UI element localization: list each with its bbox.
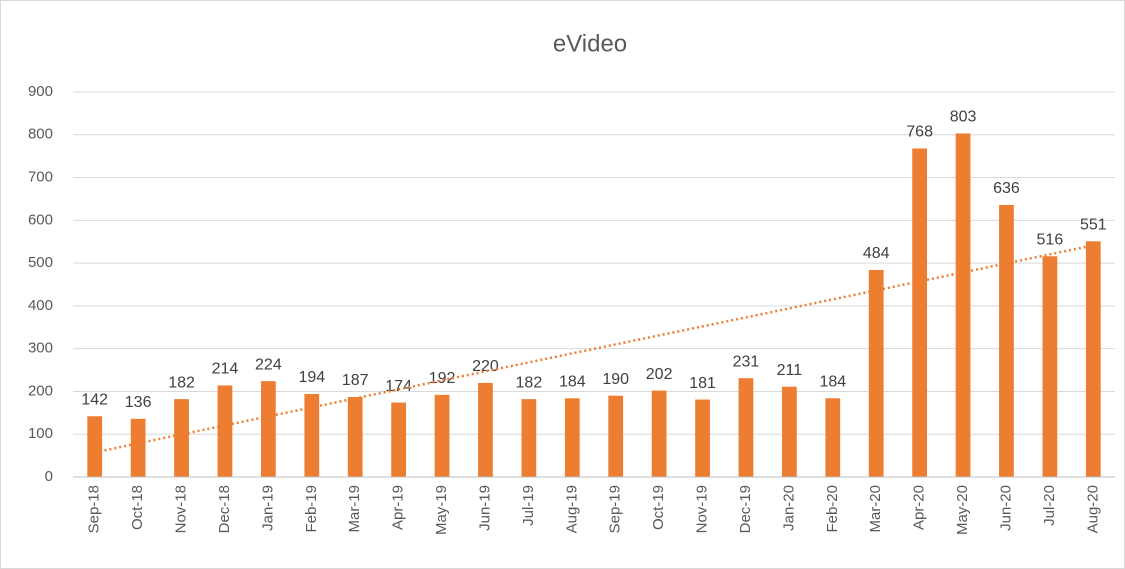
data-label: 187	[342, 372, 369, 389]
x-tick-label: Mar-19	[346, 485, 363, 533]
x-tick-label: Apr-19	[390, 485, 407, 530]
data-label: 142	[81, 391, 108, 408]
data-label: 202	[646, 366, 673, 383]
data-label: 182	[516, 374, 543, 391]
data-label: 551	[1080, 217, 1107, 234]
bar	[1085, 241, 1101, 477]
y-tick-label: 700	[28, 169, 53, 186]
bar	[87, 416, 103, 477]
bar	[521, 399, 537, 477]
bar	[781, 386, 797, 477]
bar	[260, 381, 276, 477]
x-tick-label: Apr-20	[911, 485, 928, 530]
x-tick-label: Jan-19	[259, 485, 276, 531]
x-tick-label: Nov-18	[173, 485, 190, 533]
x-tick-label: Nov-19	[694, 485, 711, 533]
x-tick-label: Aug-19	[563, 485, 580, 533]
bar	[217, 385, 233, 477]
x-tick-label: Sep-18	[86, 485, 103, 533]
y-tick-label: 200	[28, 382, 53, 399]
data-label: 211	[777, 362, 803, 379]
data-label: 194	[298, 369, 325, 386]
data-label: 484	[863, 245, 890, 262]
y-tick-label: 800	[28, 126, 53, 143]
bar	[825, 398, 841, 477]
bar	[695, 399, 710, 477]
data-label: 174	[385, 378, 412, 395]
bar	[347, 397, 363, 477]
data-label: 516	[1037, 231, 1064, 248]
x-tick-label: Dec-19	[737, 485, 754, 533]
data-label: 184	[819, 374, 846, 391]
bar	[999, 204, 1014, 477]
y-tick-label: 900	[28, 83, 53, 100]
bar	[912, 148, 928, 477]
data-label: 192	[429, 370, 456, 387]
x-tick-label: Jul-20	[1041, 485, 1058, 526]
data-label: 636	[993, 180, 1020, 197]
bar	[130, 418, 146, 477]
bar	[174, 399, 189, 477]
x-tick-label: Aug-20	[1084, 485, 1101, 533]
data-label: 224	[255, 356, 282, 373]
bar	[434, 394, 450, 477]
bar	[738, 378, 754, 477]
bar	[391, 402, 407, 477]
x-tick-label: Jun-19	[476, 485, 493, 531]
y-tick-label: 400	[28, 297, 53, 314]
x-tick-label: Mar-20	[867, 485, 884, 533]
x-tick-label: Dec-18	[216, 485, 233, 533]
x-tick-label: Jul-19	[520, 485, 537, 526]
y-tick-label: 100	[28, 425, 53, 442]
bar	[608, 395, 624, 477]
x-tick-label: Oct-18	[129, 485, 146, 530]
bar	[478, 382, 493, 477]
x-tick-label: Jan-20	[780, 485, 797, 531]
data-label: 182	[168, 374, 195, 391]
y-tick-label: 300	[28, 340, 53, 357]
data-label: 768	[906, 124, 933, 141]
chart-title: eVideo	[553, 30, 627, 57]
x-tick-label: Feb-20	[824, 485, 841, 533]
bar	[1042, 256, 1058, 477]
bar	[868, 269, 884, 477]
y-tick-label: 0	[45, 468, 53, 485]
data-label: 136	[125, 394, 152, 411]
data-label: 214	[212, 361, 239, 378]
y-tick-label: 600	[28, 211, 53, 228]
x-tick-label: Oct-19	[650, 485, 667, 530]
x-tick-label: May-20	[954, 485, 971, 535]
y-tick-label: 500	[28, 254, 53, 271]
data-label: 803	[950, 109, 977, 126]
x-tick-label: Feb-19	[303, 485, 320, 533]
bar	[564, 398, 580, 477]
data-label: 184	[559, 374, 586, 391]
x-tick-label: May-19	[433, 485, 450, 535]
bar	[304, 394, 320, 477]
x-tick-label: Jun-20	[997, 485, 1014, 531]
x-tick-label: Sep-19	[607, 485, 624, 533]
data-label: 190	[602, 371, 629, 388]
bar	[651, 390, 667, 477]
data-label: 231	[733, 353, 760, 370]
data-label: 181	[689, 375, 716, 392]
bar	[955, 133, 971, 477]
data-label: 220	[472, 358, 499, 375]
